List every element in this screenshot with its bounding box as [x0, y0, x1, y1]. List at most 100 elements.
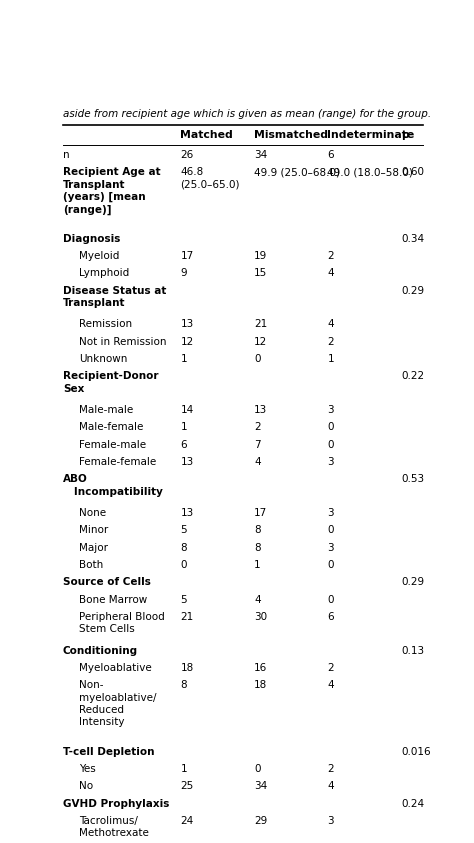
Text: 3: 3	[328, 816, 334, 826]
Text: GVHD Prophylaxis: GVHD Prophylaxis	[63, 798, 169, 808]
Text: Female-female: Female-female	[80, 457, 157, 467]
Text: p: p	[401, 131, 409, 141]
Text: 0: 0	[254, 354, 260, 364]
Text: 49.0 (18.0–58.0): 49.0 (18.0–58.0)	[328, 167, 413, 177]
Text: Yes: Yes	[80, 764, 96, 774]
Text: 1: 1	[181, 354, 187, 364]
Text: 16: 16	[254, 663, 267, 673]
Text: 8: 8	[181, 680, 187, 690]
Text: 12: 12	[254, 336, 267, 346]
Text: 8: 8	[254, 543, 261, 553]
Text: 3: 3	[328, 543, 334, 553]
Text: Conditioning: Conditioning	[63, 646, 138, 656]
Text: 0.34: 0.34	[401, 234, 424, 244]
Text: 0.13: 0.13	[401, 646, 424, 656]
Text: 46.8
(25.0–65.0): 46.8 (25.0–65.0)	[181, 167, 240, 190]
Text: 17: 17	[254, 508, 267, 518]
Text: 17: 17	[181, 251, 194, 261]
Text: No: No	[80, 781, 93, 792]
Text: 0.29: 0.29	[401, 286, 424, 296]
Text: Male-female: Male-female	[80, 422, 144, 432]
Text: 30: 30	[254, 612, 267, 622]
Text: Female-male: Female-male	[80, 439, 146, 449]
Text: 8: 8	[181, 543, 187, 553]
Text: 15: 15	[254, 268, 267, 278]
Text: 0.29: 0.29	[401, 577, 424, 588]
Text: Myeloablative: Myeloablative	[80, 663, 152, 673]
Text: 1: 1	[254, 560, 261, 570]
Text: 0: 0	[181, 560, 187, 570]
Text: 0: 0	[328, 560, 334, 570]
Text: 5: 5	[181, 525, 187, 535]
Text: 18: 18	[254, 680, 267, 690]
Text: Matched: Matched	[181, 131, 233, 141]
Text: 9: 9	[181, 268, 187, 278]
Text: 4: 4	[328, 268, 334, 278]
Text: 3: 3	[328, 457, 334, 467]
Text: 2: 2	[254, 422, 261, 432]
Text: 13: 13	[181, 457, 194, 467]
Text: 19: 19	[254, 251, 267, 261]
Text: 0.22: 0.22	[401, 371, 424, 381]
Text: 0: 0	[328, 439, 334, 449]
Text: 14: 14	[181, 405, 194, 415]
Text: 21: 21	[254, 319, 267, 330]
Text: 0: 0	[328, 525, 334, 535]
Text: Myeloid: Myeloid	[80, 251, 120, 261]
Text: Unknown: Unknown	[80, 354, 128, 364]
Text: 1: 1	[181, 422, 187, 432]
Text: 6: 6	[181, 439, 187, 449]
Text: 4: 4	[254, 457, 261, 467]
Text: Recipient Age at
Transplant
(years) [mean
(range)]: Recipient Age at Transplant (years) [mea…	[63, 167, 161, 215]
Text: 21: 21	[181, 612, 194, 622]
Text: 0.60: 0.60	[401, 167, 424, 177]
Text: 13: 13	[181, 508, 194, 518]
Text: Diagnosis: Diagnosis	[63, 234, 120, 244]
Text: T-cell Depletion: T-cell Depletion	[63, 747, 155, 757]
Text: None: None	[80, 508, 107, 518]
Text: 3: 3	[328, 508, 334, 518]
Text: 4: 4	[328, 680, 334, 690]
Text: 4: 4	[254, 594, 261, 604]
Text: 6: 6	[328, 612, 334, 622]
Text: 25: 25	[181, 781, 194, 792]
Text: 13: 13	[254, 405, 267, 415]
Text: 7: 7	[254, 439, 261, 449]
Text: 29: 29	[254, 816, 267, 826]
Text: 1: 1	[328, 354, 334, 364]
Text: Not in Remission: Not in Remission	[80, 336, 167, 346]
Text: 13: 13	[181, 319, 194, 330]
Text: n: n	[63, 150, 70, 160]
Text: 1: 1	[181, 764, 187, 774]
Text: 6: 6	[328, 150, 334, 160]
Text: 4: 4	[328, 781, 334, 792]
Text: 0.53: 0.53	[401, 475, 424, 484]
Text: 26: 26	[181, 150, 194, 160]
Text: 4: 4	[328, 319, 334, 330]
Text: Bone Marrow: Bone Marrow	[80, 594, 148, 604]
Text: 2: 2	[328, 663, 334, 673]
Text: 12: 12	[181, 336, 194, 346]
Text: Indeterminate: Indeterminate	[328, 131, 415, 141]
Text: 49.9 (25.0–68.0): 49.9 (25.0–68.0)	[254, 167, 340, 177]
Text: 0.016: 0.016	[401, 747, 430, 757]
Text: 34: 34	[254, 150, 267, 160]
Text: 34: 34	[254, 781, 267, 792]
Text: Tacrolimus/
Methotrexate: Tacrolimus/ Methotrexate	[80, 816, 149, 839]
Text: 0: 0	[328, 422, 334, 432]
Text: Minor: Minor	[80, 525, 109, 535]
Text: Peripheral Blood
Stem Cells: Peripheral Blood Stem Cells	[80, 612, 165, 634]
Text: Both: Both	[80, 560, 104, 570]
Text: ABO
   Incompatibility: ABO Incompatibility	[63, 475, 163, 497]
Text: Major: Major	[80, 543, 109, 553]
Text: 3: 3	[328, 405, 334, 415]
Text: 2: 2	[328, 764, 334, 774]
Text: Source of Cells: Source of Cells	[63, 577, 151, 588]
Text: 2: 2	[328, 251, 334, 261]
Text: Non-
myeloablative/
Reduced
Intensity: Non- myeloablative/ Reduced Intensity	[80, 680, 157, 728]
Text: Disease Status at
Transplant: Disease Status at Transplant	[63, 286, 166, 308]
Text: 8: 8	[254, 525, 261, 535]
Text: Mismatched: Mismatched	[254, 131, 328, 141]
Text: Recipient-Donor
Sex: Recipient-Donor Sex	[63, 371, 158, 394]
Text: 2: 2	[328, 336, 334, 346]
